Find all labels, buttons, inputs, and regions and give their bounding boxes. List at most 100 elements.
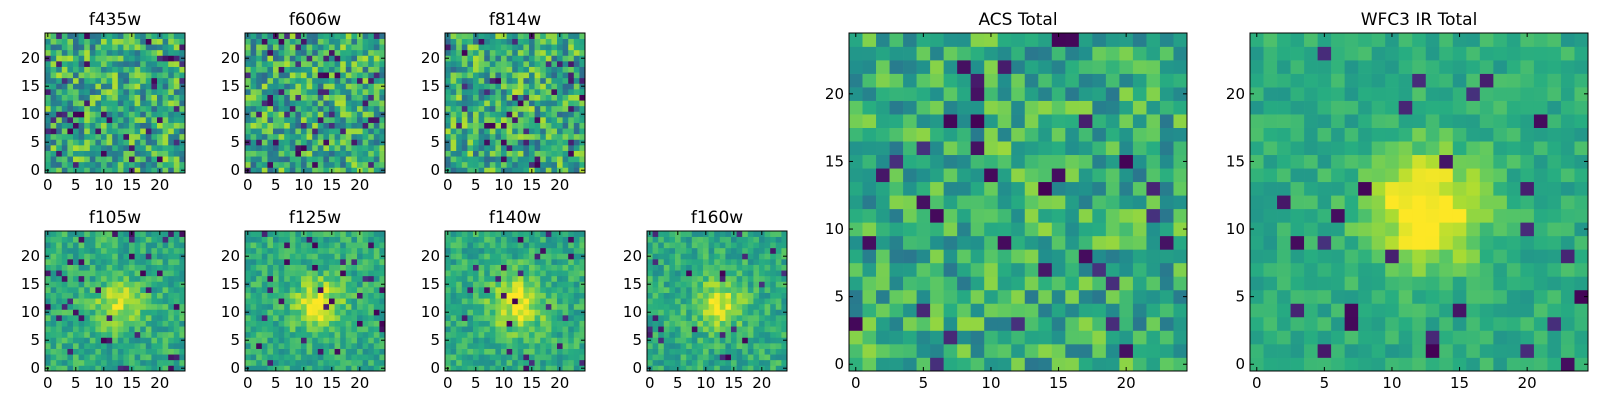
heatmap-cell: [1078, 195, 1093, 210]
heatmap-cell: [495, 359, 502, 366]
heatmap-cell: [312, 236, 319, 243]
heatmap-cell: [179, 49, 186, 56]
heatmap-cell: [725, 298, 732, 305]
heatmap-cell: [495, 236, 502, 243]
heatmap-cell: [140, 150, 147, 157]
heatmap-cell: [562, 320, 569, 327]
heatmap-cell: [95, 354, 102, 361]
heatmap-cell: [714, 343, 721, 349]
heatmap-cell: [849, 208, 863, 223]
heatmap-cell: [89, 167, 96, 174]
heatmap-cell: [84, 89, 91, 95]
heatmap-cell: [742, 315, 749, 321]
heatmap-cell: [1119, 181, 1134, 196]
heatmap-cell: [245, 89, 251, 95]
heatmap-cell: [495, 38, 502, 45]
heatmap-cell: [250, 343, 257, 349]
heatmap-cell: [703, 303, 709, 310]
heatmap-cell: [351, 337, 358, 344]
heatmap-cell: [289, 331, 296, 338]
heatmap-cell: [517, 77, 524, 84]
heatmap-cell: [362, 117, 369, 123]
heatmap-cell: [273, 303, 279, 310]
heatmap-cell: [903, 289, 917, 304]
heatmap-cell: [179, 326, 186, 333]
heatmap-cell: [61, 105, 68, 112]
heatmap-cell: [489, 365, 496, 372]
heatmap-cell: [123, 94, 130, 101]
heatmap-cell: [312, 66, 319, 73]
heatmap-cell: [461, 150, 468, 157]
heatmap-cell: [512, 77, 519, 84]
heatmap-cell: [157, 55, 163, 62]
heatmap-cell: [334, 156, 341, 163]
heatmap-cell: [151, 167, 158, 174]
heatmap-cell: [362, 275, 369, 282]
heatmap-cell: [112, 111, 119, 118]
heatmap-cell: [117, 55, 124, 62]
heatmap-cell: [45, 259, 51, 265]
heatmap-cell: [450, 315, 457, 321]
heatmap-cell: [56, 303, 63, 310]
heatmap-cell: [943, 249, 958, 264]
heatmap-cell: [736, 281, 743, 288]
heatmap-cell: [545, 337, 552, 344]
heatmap-cell: [478, 139, 485, 146]
heatmap-cell: [157, 156, 163, 163]
heatmap-cell: [250, 253, 257, 260]
heatmap-cell: [140, 55, 147, 62]
heatmap-cell: [495, 309, 502, 316]
heatmap-cell: [473, 77, 479, 84]
heatmap-cell: [306, 343, 313, 349]
heatmap-cell: [517, 133, 524, 140]
heatmap-cell: [876, 276, 890, 291]
heatmap-cell: [173, 253, 180, 260]
heatmap-cell: [67, 326, 74, 333]
heatmap-cell: [658, 331, 665, 338]
heatmap-cell: [450, 150, 457, 157]
heatmap-cell: [295, 315, 302, 321]
heatmap-cell: [351, 61, 358, 67]
heatmap-cell: [67, 247, 74, 254]
heatmap-cell: [663, 292, 670, 299]
heatmap-cell: [445, 122, 451, 129]
heatmap-cell: [78, 281, 85, 288]
heatmap-cell: [889, 357, 904, 372]
heatmap-cell: [106, 348, 113, 355]
y-tick-label: 20: [21, 247, 40, 265]
heatmap-cell: [708, 359, 715, 366]
heatmap-cell: [245, 133, 251, 140]
heatmap-cell: [379, 331, 386, 338]
heatmap-cell: [467, 150, 474, 157]
heatmap-cell: [368, 326, 375, 333]
heatmap-cell: [512, 298, 519, 305]
heatmap-cell: [579, 298, 586, 305]
heatmap-cell: [173, 117, 180, 123]
heatmap-cell: [862, 276, 877, 291]
heatmap-cell: [719, 275, 726, 282]
heatmap-cell: [317, 275, 324, 282]
heatmap-cell: [123, 83, 130, 90]
heatmap-cell: [323, 326, 330, 333]
heatmap-cell: [719, 281, 726, 288]
heatmap-cell: [112, 94, 119, 101]
heatmap-cell: [742, 275, 749, 282]
heatmap-cell: [658, 298, 665, 305]
heatmap-cell: [78, 259, 85, 265]
heatmap-cell: [534, 55, 541, 62]
heatmap-cell: [764, 287, 771, 293]
heatmap-cell: [95, 38, 102, 45]
heatmap-cell: [301, 55, 307, 62]
heatmap-cell: [151, 326, 158, 333]
heatmap-cell: [67, 264, 74, 271]
heatmap-cell: [67, 315, 74, 321]
panel-title: f435w: [89, 10, 141, 30]
heatmap-cell: [691, 236, 698, 243]
heatmap-cell: [67, 231, 74, 237]
heatmap-cell: [691, 365, 698, 372]
heatmap-cell: [334, 292, 341, 299]
heatmap-cell: [747, 331, 754, 338]
heatmap-cell: [506, 242, 513, 249]
y-tick-label: 10: [21, 105, 40, 123]
